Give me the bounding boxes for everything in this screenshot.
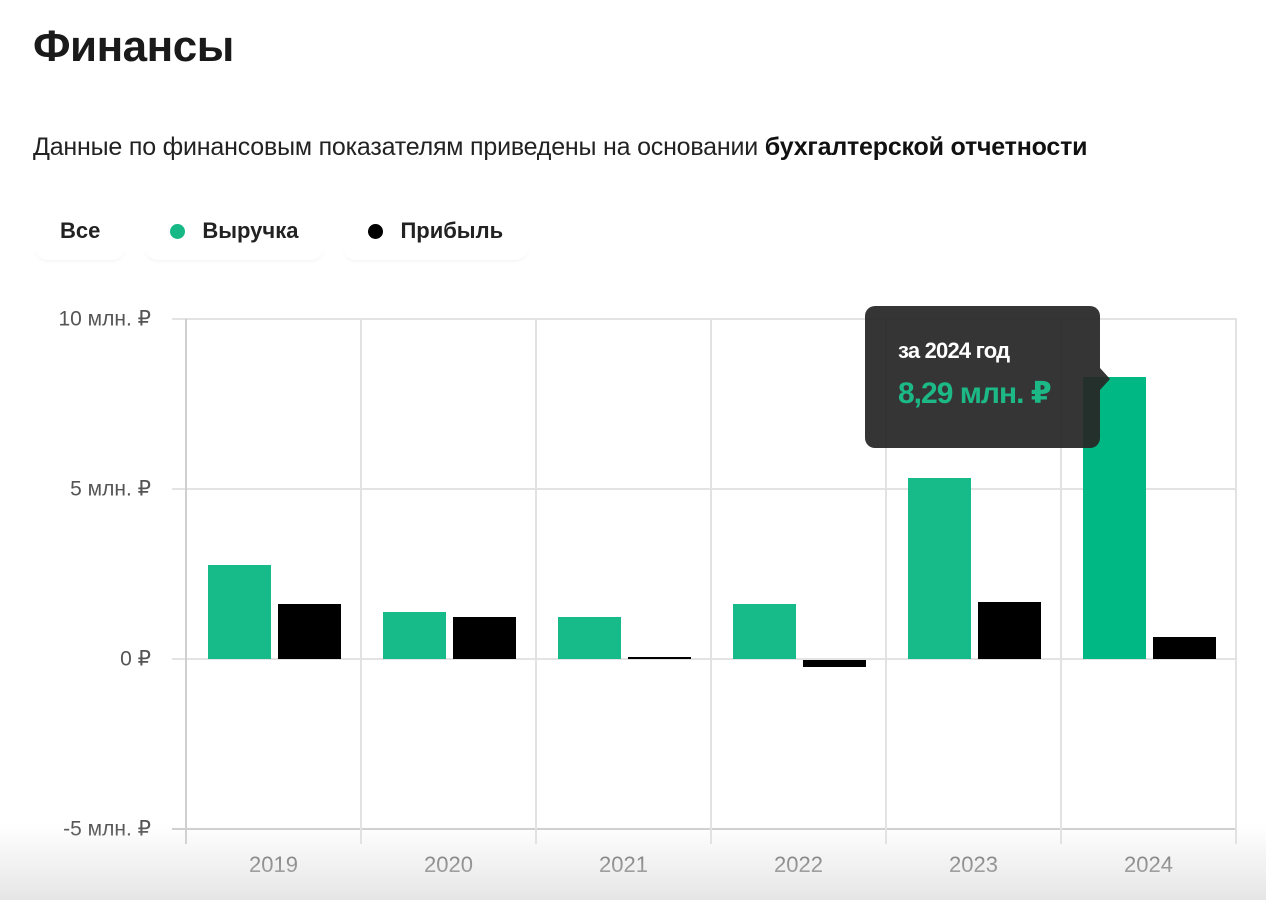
profit-bar[interactable] — [628, 657, 691, 659]
gridline-horizontal — [172, 828, 1237, 830]
revenue-bar[interactable] — [558, 616, 621, 659]
filter-profit-label: Прибыль — [400, 218, 504, 243]
chart-tooltip: за 2024 год 8,29 млн. ₽ — [865, 306, 1110, 448]
x-axis-label: 2023 — [949, 852, 998, 877]
gridline-vertical — [1235, 319, 1237, 844]
revenue-bar[interactable] — [908, 478, 971, 659]
filter-all-label: Все — [60, 218, 101, 243]
gridline-vertical — [885, 319, 887, 844]
page-subtitle: Данные по финансовым показателям приведе… — [33, 133, 1087, 162]
revenue-bar[interactable] — [208, 565, 271, 659]
x-axis-label: 2020 — [424, 852, 473, 877]
revenue-bar[interactable] — [383, 612, 446, 659]
gridline-vertical — [710, 319, 712, 844]
x-axis-label: 2019 — [249, 852, 298, 877]
tooltip-period: за 2024 год — [898, 338, 1010, 363]
y-axis-label: 0 ₽ — [120, 647, 151, 671]
filter-profit-button[interactable]: Прибыль — [342, 202, 530, 260]
profit-bar[interactable] — [803, 660, 866, 667]
profit-bar[interactable] — [453, 616, 516, 659]
chart-filters: Все Выручка Прибыль — [34, 202, 530, 260]
x-axis-label: 2024 — [1124, 852, 1173, 877]
gridline-horizontal — [172, 318, 1237, 320]
tooltip-value: 8,29 млн. ₽ — [898, 377, 1052, 410]
accounting-reports-link[interactable]: бухгалтерской отчетности — [764, 133, 1088, 161]
x-axis-label: 2022 — [774, 852, 823, 877]
profit-bar[interactable] — [978, 601, 1041, 659]
page-title: Финансы — [33, 22, 234, 71]
x-axis-label: 2021 — [599, 852, 648, 877]
revenue-bar[interactable] — [733, 603, 796, 659]
gridline-vertical — [360, 319, 362, 844]
gridline-vertical — [535, 319, 537, 844]
gridline-horizontal — [172, 488, 1237, 490]
revenue-dot-icon — [170, 223, 186, 239]
profit-bar[interactable] — [1153, 636, 1216, 659]
filter-all-button[interactable]: Все — [34, 202, 127, 260]
filter-revenue-label: Выручка — [202, 218, 299, 243]
gridline-vertical — [1060, 319, 1062, 844]
y-axis-label: -5 млн. ₽ — [63, 817, 151, 841]
gridline-vertical — [185, 319, 187, 844]
profit-dot-icon — [368, 223, 384, 239]
y-axis-label: 5 млн. ₽ — [70, 477, 151, 501]
gridline-horizontal — [172, 658, 1237, 660]
profit-bar[interactable] — [278, 603, 341, 659]
subtitle-text: Данные по финансовым показателям приведе… — [33, 133, 765, 161]
filter-revenue-button[interactable]: Выручка — [144, 202, 325, 260]
y-axis-label: 10 млн. ₽ — [58, 307, 151, 331]
